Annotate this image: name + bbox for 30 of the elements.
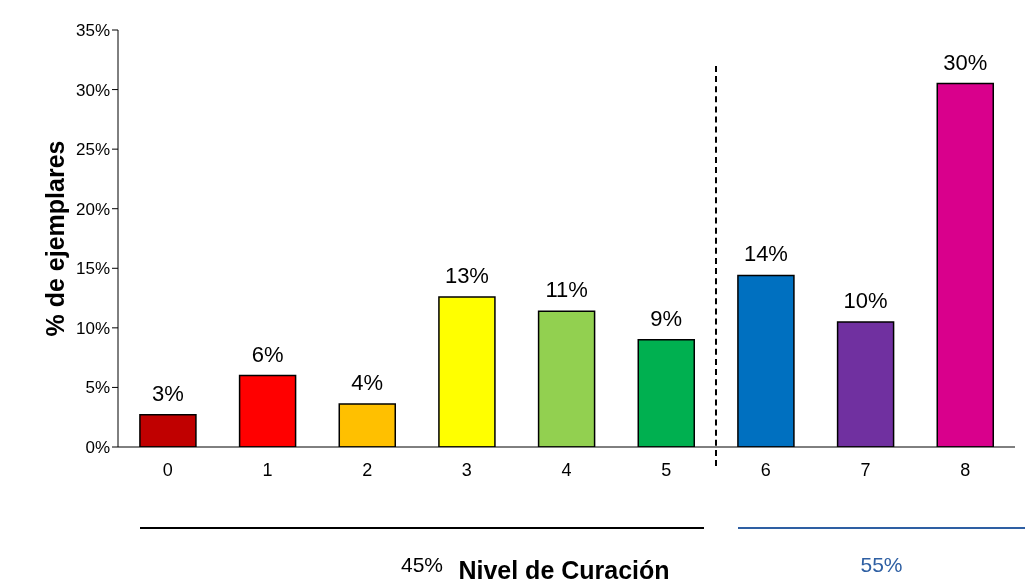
x-axis-title: Nivel de Curación bbox=[458, 556, 670, 584]
y-tick-label: 30% bbox=[75, 80, 110, 100]
data-label: 11% bbox=[545, 277, 588, 303]
x-tick-label: 4 bbox=[561, 459, 572, 480]
y-tick-label: 10% bbox=[75, 318, 110, 338]
x-tick-label: 1 bbox=[262, 459, 273, 480]
y-tick-label: 20% bbox=[75, 199, 110, 219]
text: 45% bbox=[400, 553, 444, 576]
x-tick-label: 6 bbox=[760, 459, 771, 480]
data-label: 3% bbox=[152, 380, 184, 406]
y-tick-label: 35% bbox=[75, 21, 110, 41]
data-label: 4% bbox=[351, 370, 384, 396]
x-tick-label: 3 bbox=[461, 459, 472, 480]
x-tick-label: 8 bbox=[960, 459, 971, 480]
data-label: 13% bbox=[444, 262, 489, 288]
y-tick-label: 0% bbox=[85, 438, 110, 458]
x-tick-label: 7 bbox=[860, 459, 871, 480]
x-tick-label: 0 bbox=[162, 459, 173, 480]
x-tick-label: 5 bbox=[661, 459, 672, 480]
data-label: 9% bbox=[650, 305, 683, 331]
y-tick-label: 15% bbox=[75, 259, 110, 279]
data-label: 6% bbox=[251, 341, 284, 367]
text: 55% bbox=[859, 553, 904, 577]
y-axis-title: % de ejemplares bbox=[40, 140, 69, 337]
y-tick-label: 25% bbox=[75, 140, 110, 160]
data-label: 10% bbox=[843, 287, 888, 313]
data-label: 14% bbox=[743, 241, 788, 267]
y-tick-label: 5% bbox=[85, 378, 110, 398]
x-tick-label: 2 bbox=[362, 459, 373, 480]
data-label: 30% bbox=[943, 49, 988, 75]
